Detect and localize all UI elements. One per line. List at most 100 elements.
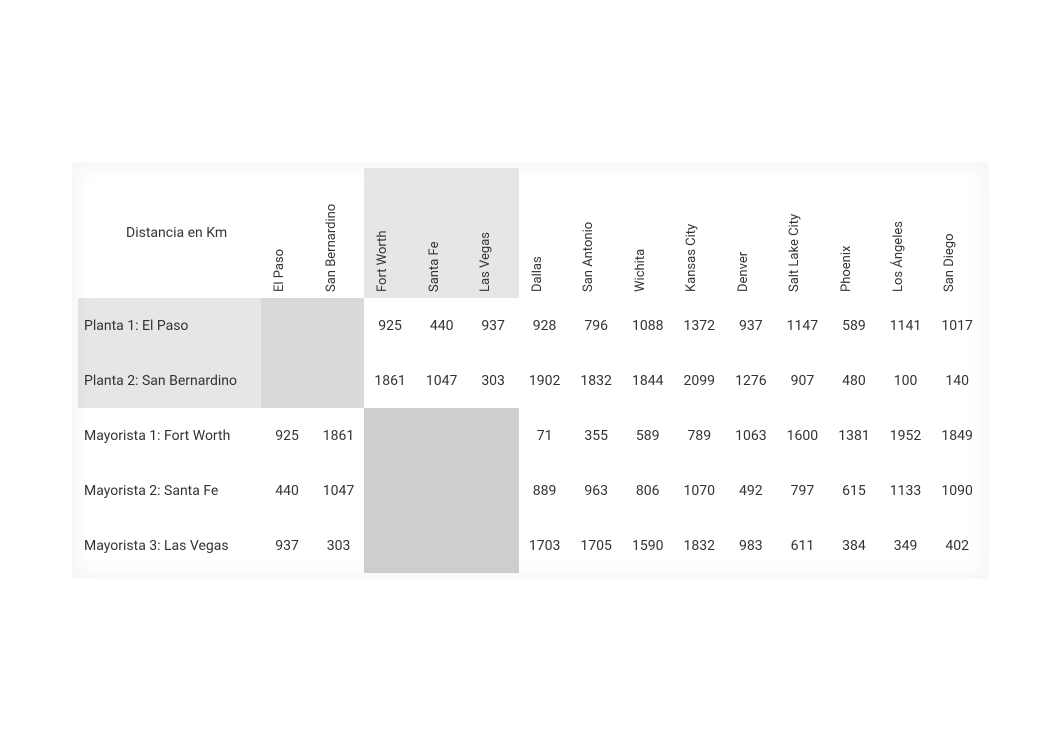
cell: 349 [880,518,932,573]
col-header-label: Santa Fe [427,242,442,292]
cell [364,463,416,518]
cell [467,518,518,573]
cell: 937 [467,298,518,353]
cell: 1600 [777,408,829,463]
table-row: Planta 1: El Paso 925 440 937 928 796 10… [78,298,983,353]
cell [364,408,416,463]
cell: 1381 [828,408,880,463]
cell: 1844 [622,353,674,408]
row-label: Planta 2: San Bernardino [78,353,261,408]
col-header-label: Denver [736,252,751,292]
cell: 615 [828,463,880,518]
cell: 492 [725,463,777,518]
cell [467,408,518,463]
col-header: Wichita [622,168,674,298]
col-header-label: Kansas City [684,224,699,292]
cell: 1088 [622,298,674,353]
cell: 1047 [313,463,365,518]
col-header: Salt Lake City [777,168,829,298]
cell: 402 [931,518,983,573]
cell: 1832 [570,353,622,408]
cell: 925 [261,408,312,463]
header-row: Distancia en Km El Paso San Bernardino F… [78,168,983,298]
row-label: Mayorista 3: Las Vegas [78,518,261,573]
row-label: Planta 1: El Paso [78,298,261,353]
table-row: Mayorista 2: Santa Fe 440 1047 889 963 8… [78,463,983,518]
col-header-label: Dallas [530,256,545,292]
col-header: Dallas [519,168,571,298]
col-header-label: El Paso [272,249,287,292]
row-label: Mayorista 1: Fort Worth [78,408,261,463]
cell [261,298,312,353]
cell [416,518,468,573]
cell: 889 [519,463,571,518]
col-header-label: Fort Worth [375,230,390,292]
cell: 937 [725,298,777,353]
col-header: San Antonio [570,168,622,298]
cell: 1849 [931,408,983,463]
cell: 797 [777,463,829,518]
row-label: Mayorista 2: Santa Fe [78,463,261,518]
col-header-label: San Diego [942,234,957,293]
cell: 1705 [570,518,622,573]
col-header: Kansas City [674,168,726,298]
cell: 1133 [880,463,932,518]
table-row: Planta 2: San Bernardino 1861 1047 303 1… [78,353,983,408]
cell: 1070 [674,463,726,518]
cell: 925 [364,298,416,353]
cell: 440 [261,463,312,518]
col-header: Los Ángeles [880,168,932,298]
cell: 589 [622,408,674,463]
col-header: Denver [725,168,777,298]
col-header: San Diego [931,168,983,298]
col-header-label: Los Ángeles [891,221,906,292]
col-header: Phoenix [828,168,880,298]
cell: 928 [519,298,571,353]
cell: 611 [777,518,829,573]
cell: 1590 [622,518,674,573]
cell: 1832 [674,518,726,573]
cell: 1861 [364,353,416,408]
cell: 71 [519,408,571,463]
cell: 1861 [313,408,365,463]
cell: 1372 [674,298,726,353]
cell [364,518,416,573]
cell: 937 [261,518,312,573]
cell: 1276 [725,353,777,408]
cell [416,463,468,518]
cell: 1147 [777,298,829,353]
cell: 983 [725,518,777,573]
col-header-label: Wichita [633,249,648,292]
cell: 480 [828,353,880,408]
cell [261,353,312,408]
cell [467,463,518,518]
distance-table: Distancia en Km El Paso San Bernardino F… [78,168,983,573]
cell: 1090 [931,463,983,518]
cell: 1017 [931,298,983,353]
cell: 589 [828,298,880,353]
col-header-label: Salt Lake City [787,214,802,292]
col-header: Fort Worth [364,168,416,298]
table-row: Mayorista 1: Fort Worth 925 1861 71 355 … [78,408,983,463]
cell: 1703 [519,518,571,573]
cell: 384 [828,518,880,573]
cell: 355 [570,408,622,463]
cell: 806 [622,463,674,518]
col-header-label: San Antonio [581,222,596,292]
cell: 963 [570,463,622,518]
cell: 100 [880,353,932,408]
cell: 303 [467,353,518,408]
table-row: Mayorista 3: Las Vegas 937 303 1703 1705… [78,518,983,573]
cell: 2099 [674,353,726,408]
col-header-label: Las Vegas [478,232,493,292]
cell [416,408,468,463]
cell: 1952 [880,408,932,463]
col-header: San Bernardino [313,168,365,298]
col-header-label: Phoenix [839,246,854,292]
cell: 440 [416,298,468,353]
col-header: Santa Fe [416,168,468,298]
distance-table-container: Distancia en Km El Paso San Bernardino F… [78,168,983,573]
cell: 907 [777,353,829,408]
corner-label: Distancia en Km [78,168,261,298]
col-header-label: San Bernardino [324,204,339,292]
